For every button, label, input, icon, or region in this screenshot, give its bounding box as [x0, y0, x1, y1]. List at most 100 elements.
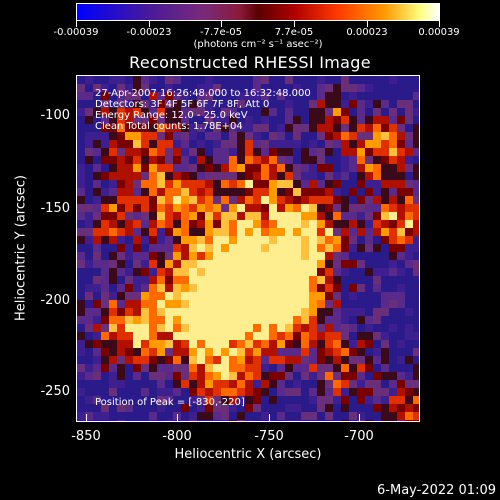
heatmap-cell	[397, 356, 405, 364]
heatmap-cell	[85, 412, 93, 420]
heatmap-cell	[221, 204, 229, 212]
heatmap-cell	[325, 292, 333, 300]
heatmap-cell	[237, 108, 245, 116]
heatmap-cell	[141, 268, 149, 276]
heatmap-cell	[149, 140, 157, 148]
heatmap-cell	[133, 220, 141, 228]
heatmap-cell	[333, 276, 341, 284]
heatmap-cell	[405, 260, 413, 268]
heatmap-cell	[397, 108, 405, 116]
heatmap-cell	[149, 188, 157, 196]
heatmap-cell	[197, 404, 205, 412]
heatmap-cell	[221, 172, 229, 180]
heatmap-cell	[293, 412, 301, 420]
heatmap-cell	[245, 412, 253, 420]
heatmap-cell	[333, 308, 341, 316]
heatmap-cell	[341, 188, 349, 196]
heatmap-cell	[253, 148, 261, 156]
heatmap-cell	[157, 380, 165, 388]
heatmap-cell	[189, 236, 197, 244]
heatmap-cell	[397, 260, 405, 268]
heatmap-cell	[213, 244, 221, 252]
heatmap-cell	[389, 316, 397, 324]
heatmap-cell	[93, 292, 101, 300]
heatmap-cell	[149, 244, 157, 252]
colorbar-label: -0.00023	[126, 27, 172, 38]
heatmap-cell	[397, 236, 405, 244]
heatmap-cell	[85, 372, 93, 380]
heatmap-cell	[277, 92, 285, 100]
heatmap-cell	[357, 324, 365, 332]
heatmap-cell	[357, 148, 365, 156]
heatmap-cell	[93, 388, 101, 396]
heatmap-cell	[181, 332, 189, 340]
heatmap-cell	[109, 124, 117, 132]
heatmap-cell	[205, 100, 213, 108]
heatmap-cell	[173, 172, 181, 180]
heatmap-cell	[341, 324, 349, 332]
heatmap-cell	[357, 132, 365, 140]
heatmap-cell	[149, 348, 157, 356]
heatmap-cell	[269, 420, 277, 421]
heatmap-cell	[221, 340, 229, 348]
heatmap-cell	[293, 420, 301, 421]
heatmap-cell	[141, 92, 149, 100]
heatmap-cell	[397, 140, 405, 148]
heatmap-cell	[237, 236, 245, 244]
heatmap-cell	[365, 84, 373, 92]
heatmap-cell	[221, 76, 229, 84]
heatmap-cell	[301, 276, 309, 284]
heatmap-cell	[221, 372, 229, 380]
heatmap-cell	[261, 260, 269, 268]
heatmap-cell	[285, 396, 293, 404]
heatmap-cell	[373, 412, 381, 420]
heatmap-cell	[93, 348, 101, 356]
heatmap-cell	[365, 284, 373, 292]
heatmap-cell	[77, 268, 85, 276]
heatmap-cell	[413, 244, 419, 252]
heatmap-cell	[205, 84, 213, 92]
heatmap-cell	[77, 364, 85, 372]
heatmap-cell	[285, 308, 293, 316]
heatmap-cell	[237, 268, 245, 276]
heatmap-cell	[197, 196, 205, 204]
heatmap-cell	[277, 324, 285, 332]
heatmap-cell	[181, 356, 189, 364]
heatmap-cell	[197, 252, 205, 260]
heatmap-cell	[141, 76, 149, 84]
heatmap-cell	[309, 236, 317, 244]
heatmap-cell	[261, 388, 269, 396]
heatmap-cell	[197, 132, 205, 140]
heatmap-cell	[341, 196, 349, 204]
heatmap-cell	[141, 180, 149, 188]
heatmap-cell	[165, 100, 173, 108]
heatmap-cell	[293, 92, 301, 100]
heatmap-cell	[85, 356, 93, 364]
heatmap-cell	[117, 276, 125, 284]
heatmap-cell	[317, 420, 325, 421]
heatmap-cell	[213, 76, 221, 84]
heatmap-cell	[373, 116, 381, 124]
heatmap-cell	[133, 100, 141, 108]
heatmap-cell	[101, 284, 109, 292]
heatmap-cell	[309, 180, 317, 188]
heatmap-cell	[341, 116, 349, 124]
heatmap-cell	[381, 92, 389, 100]
heatmap-cell	[229, 420, 237, 421]
heatmap-cell	[205, 220, 213, 228]
heatmap-cell	[205, 412, 213, 420]
heatmap-cell	[141, 308, 149, 316]
heatmap-cell	[165, 180, 173, 188]
heatmap-cell	[133, 396, 141, 404]
heatmap-cell	[93, 140, 101, 148]
heatmap-cell	[205, 404, 213, 412]
heatmap-cell	[189, 132, 197, 140]
heatmap-cell	[373, 164, 381, 172]
heatmap-cell	[189, 260, 197, 268]
heatmap-cell	[325, 196, 333, 204]
heatmap-cell	[325, 188, 333, 196]
heatmap-cell	[309, 204, 317, 212]
heatmap-cell	[85, 124, 93, 132]
heatmap-cell	[413, 284, 419, 292]
heatmap-cell	[309, 284, 317, 292]
